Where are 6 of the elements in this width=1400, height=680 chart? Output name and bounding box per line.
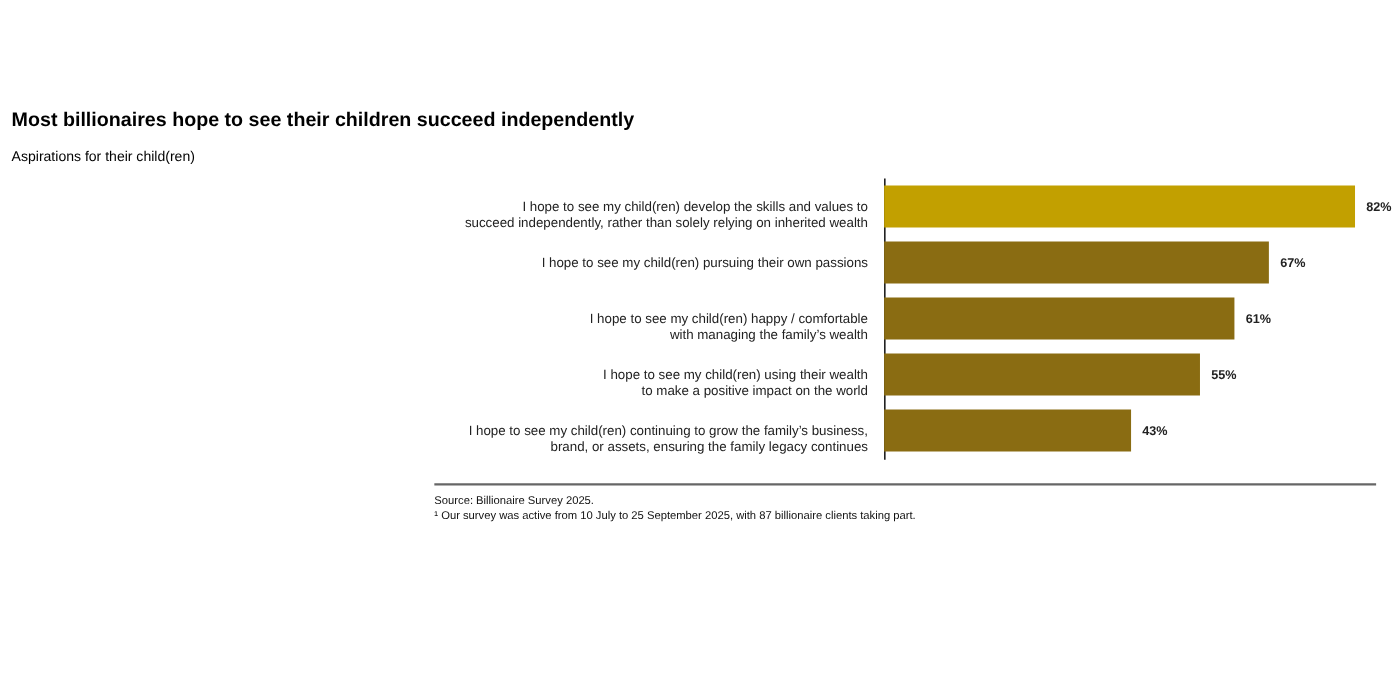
bar bbox=[884, 297, 1235, 340]
bar bbox=[884, 185, 1356, 228]
bar bbox=[884, 241, 1269, 284]
text: Most billionaires hope to see their children succeed independently bbox=[11, 109, 636, 132]
bar bbox=[884, 353, 1200, 396]
bar bbox=[884, 409, 1132, 452]
